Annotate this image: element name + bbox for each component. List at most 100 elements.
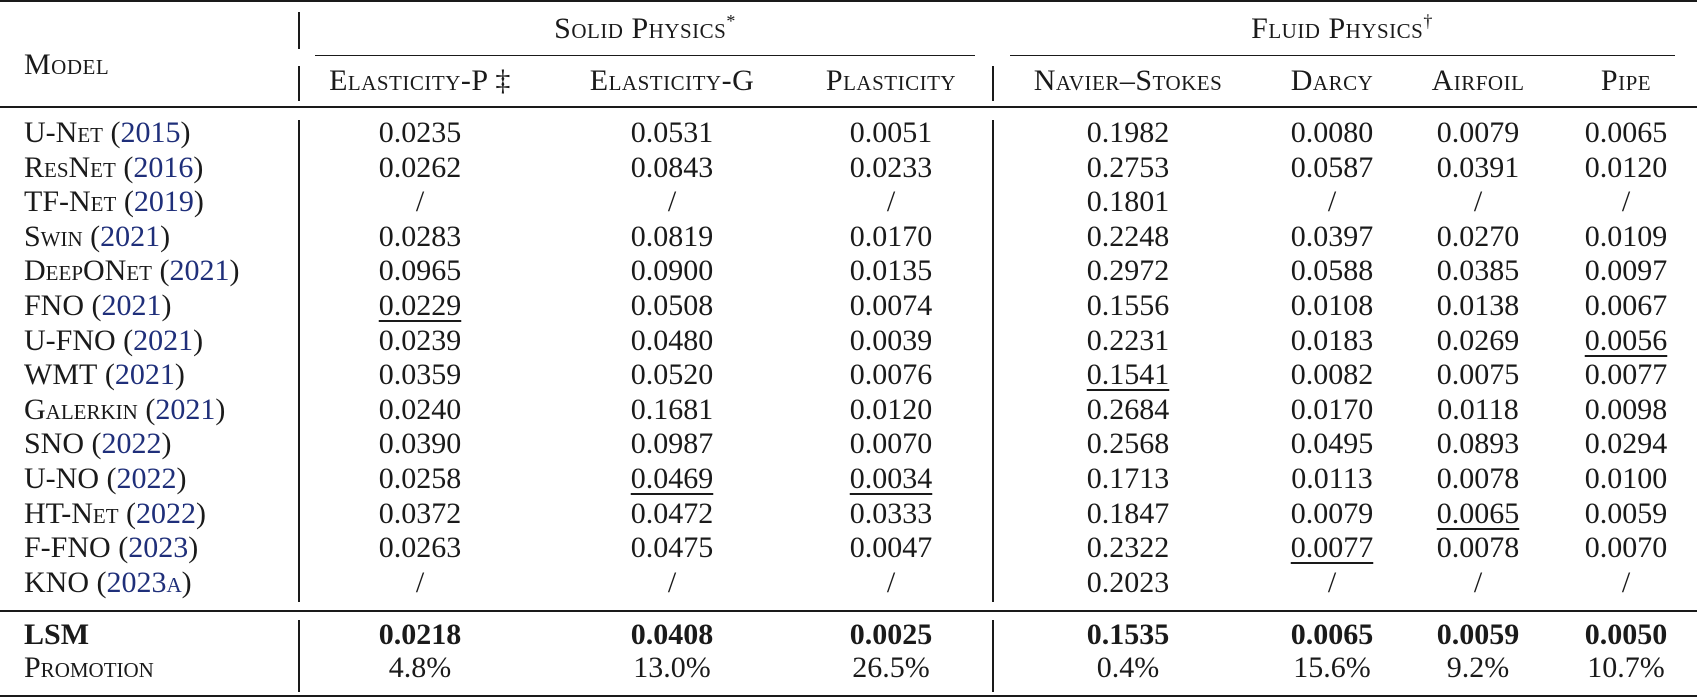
- model-name: TF-Net (2019): [24, 185, 204, 219]
- citation-year-link[interactable]: 2021: [155, 392, 216, 426]
- table-cell: 0.0294: [1584, 427, 1668, 461]
- table-cell: 0.2972: [1086, 254, 1170, 288]
- citation-year-link[interactable]: 2022: [101, 427, 162, 461]
- table-cell: 0.0893: [1436, 427, 1520, 461]
- table-cell: 0.1982: [1086, 116, 1170, 149]
- citation-year-link[interactable]: 2021: [133, 323, 194, 357]
- table-cell: 0.2023: [1086, 565, 1170, 599]
- table-cell: 0.0270: [1436, 219, 1520, 253]
- table-cell: 0.0080: [1290, 116, 1374, 149]
- table-cell: 0.0531: [630, 116, 714, 149]
- table-cell: 0.0588: [1290, 254, 1374, 288]
- citation-year-link[interactable]: 2016: [133, 150, 194, 184]
- citation-year-link[interactable]: 2021: [101, 289, 162, 322]
- citation-close-paren: ): [176, 462, 187, 495]
- table-cell: 0.0900: [630, 254, 714, 288]
- model-name-text: WMT: [24, 358, 98, 392]
- table-cell: /: [1473, 185, 1483, 219]
- lsm-row-label: LSM: [24, 618, 90, 651]
- model-name: FNO (2021): [24, 289, 172, 323]
- table-cell: 0.1541: [1086, 358, 1170, 392]
- citation-year-link[interactable]: 2023a: [106, 565, 182, 599]
- model-name-text: KNO: [24, 565, 89, 599]
- table-cell: 0.0239: [378, 323, 462, 357]
- table-cell: 0.0097: [1584, 254, 1668, 288]
- lsm-value: 0.0025: [849, 618, 933, 651]
- citation-year-link[interactable]: 2022: [136, 496, 197, 530]
- promotion-value: 26.5%: [852, 651, 930, 684]
- citation-close-paren: ): [181, 565, 192, 599]
- table-cell: /: [1621, 565, 1631, 599]
- model-name-text: U-FNO: [24, 323, 116, 357]
- model-separator-lsm: [298, 620, 300, 692]
- table-cell: 0.0120: [1584, 150, 1668, 184]
- table-cell: /: [886, 185, 896, 219]
- model-name: F-FNO (2023): [24, 531, 198, 565]
- table-cell: 0.0056: [1584, 323, 1668, 357]
- table-cell: 0.0076: [849, 358, 933, 392]
- table-cell: 0.0078: [1436, 462, 1520, 495]
- citation-year-link[interactable]: 2022: [116, 462, 177, 495]
- model-name-text: Swin: [24, 219, 83, 253]
- table-cell: 0.0078: [1436, 531, 1520, 565]
- model-name: U-FNO (2021): [24, 324, 203, 358]
- model-name-text: SNO: [24, 427, 85, 461]
- model-name: WMT (2021): [24, 358, 185, 392]
- column-header: Navier–Stokes: [1033, 64, 1223, 97]
- lsm-top-rule: [0, 610, 1697, 612]
- citation-year-link[interactable]: 2015: [120, 116, 181, 149]
- table-cell: 0.0047: [849, 531, 933, 565]
- citation-close-paren: ): [193, 150, 204, 184]
- column-header: Airfoil: [1431, 64, 1525, 97]
- table-cell: 0.1713: [1086, 462, 1170, 495]
- citation-year-link[interactable]: 2023: [128, 531, 189, 565]
- table-cell: 0.2231: [1086, 323, 1170, 357]
- table-cell: 0.0079: [1436, 116, 1520, 149]
- model-name-text: Galerkin: [24, 392, 138, 426]
- solid-fluid-separator-header: [992, 66, 994, 101]
- table-cell: 0.2248: [1086, 219, 1170, 253]
- table-cell: /: [1327, 185, 1337, 219]
- citation-year-link[interactable]: 2021: [100, 219, 161, 253]
- citation-close-paren: ): [215, 392, 226, 426]
- model-name-text: DeepONet: [24, 254, 152, 288]
- citation-year-link[interactable]: 2021: [169, 254, 230, 288]
- citation-close-paren: ): [174, 358, 185, 392]
- table-cell: 0.0079: [1290, 496, 1374, 530]
- table-cell: 0.1681: [630, 392, 714, 426]
- table-cell: /: [415, 565, 425, 599]
- table-cell: 0.0233: [849, 150, 933, 184]
- table-cell: 0.0108: [1290, 289, 1374, 322]
- citation-close-paren: ): [196, 496, 207, 530]
- fluid-group-rule: [1010, 55, 1675, 57]
- citation-year-link[interactable]: 2019: [133, 185, 194, 219]
- table-cell: 0.0495: [1290, 427, 1374, 461]
- table-cell: 0.0469: [630, 462, 714, 495]
- table-cell: 0.0587: [1290, 150, 1374, 184]
- table-cell: 0.0262: [378, 150, 462, 184]
- model-name: DeepONet (2021): [24, 254, 240, 288]
- table-cell: 0.2684: [1086, 392, 1170, 426]
- citation-close-paren: ): [193, 323, 204, 357]
- citation-open-paren: (: [82, 219, 101, 253]
- table-cell: /: [667, 185, 677, 219]
- citation-open-paren: (: [115, 150, 134, 184]
- table-cell: 0.0135: [849, 254, 933, 288]
- table-cell: 0.0100: [1584, 462, 1668, 495]
- citation-open-paren: (: [89, 565, 107, 599]
- citation-open-paren: (: [152, 254, 170, 288]
- promotion-value: 4.8%: [388, 651, 452, 684]
- promotion-value: 13.0%: [633, 651, 711, 684]
- model-name-text: F-FNO: [24, 531, 111, 565]
- model-separator-mid: [298, 66, 300, 101]
- solid-group-rule: [315, 55, 975, 57]
- table-cell: 0.1556: [1086, 289, 1170, 322]
- table-cell: 0.0240: [378, 392, 462, 426]
- citation-close-paren: ): [229, 254, 240, 288]
- table-cell: 0.0987: [630, 427, 714, 461]
- table-cell: 0.0843: [630, 150, 714, 184]
- citation-open-paren: (: [116, 185, 134, 219]
- table-cell: 0.0269: [1436, 323, 1520, 357]
- citation-year-link[interactable]: 2021: [114, 358, 175, 392]
- citation-close-paren: ): [180, 116, 191, 149]
